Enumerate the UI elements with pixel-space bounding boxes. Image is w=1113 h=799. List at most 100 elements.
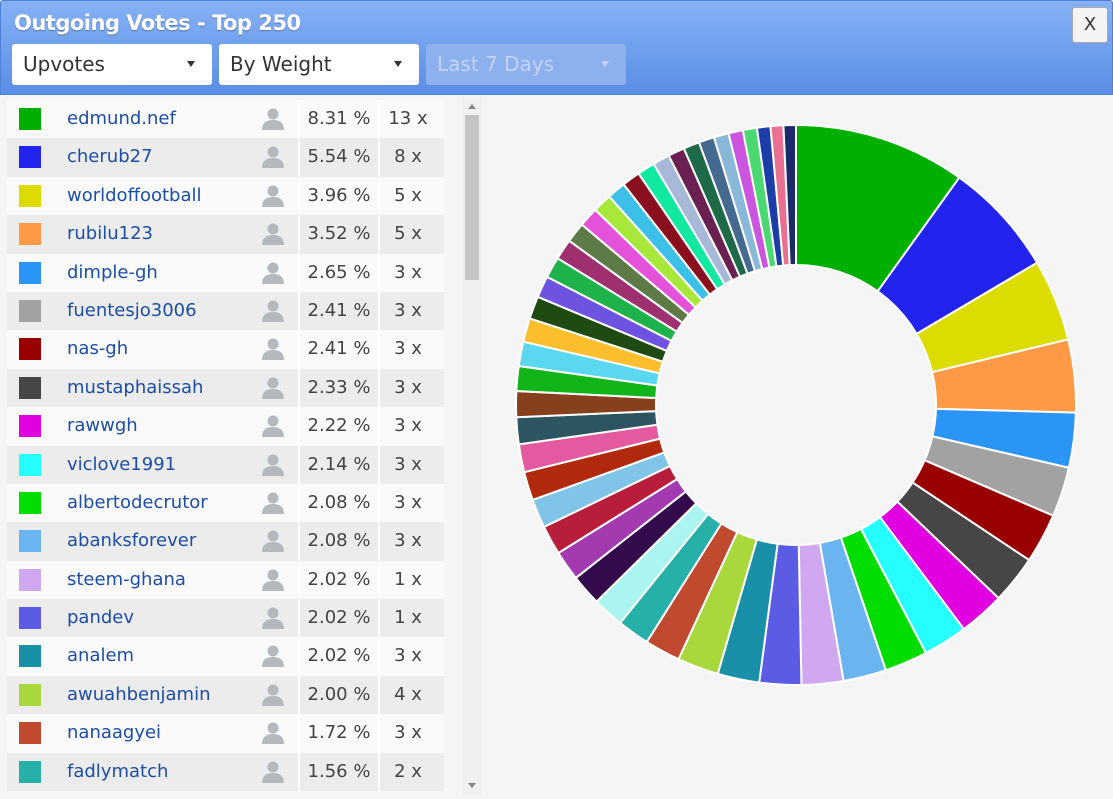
vote-percent: 2.08 % — [298, 483, 380, 523]
user-name[interactable]: nanaagyei — [67, 722, 162, 744]
user-name[interactable]: mustaphaissah — [67, 376, 204, 398]
user-name[interactable]: nas-gh — [67, 338, 129, 360]
table-row: awuahbenjamin 2.00 % 4 x — [7, 675, 444, 715]
user-icon[interactable] — [261, 145, 285, 169]
title: Outgoing Votes - Top 250 — [14, 11, 301, 35]
scrollbar[interactable] — [462, 97, 482, 795]
table-row: pandev 2.02 % 1 x — [7, 599, 444, 638]
dropdown-arrow — [601, 61, 609, 67]
vote-count: 13 x — [388, 108, 428, 129]
user-icon[interactable] — [261, 261, 285, 285]
vote-count: 3 x — [394, 261, 422, 283]
user-icon[interactable] — [261, 491, 285, 515]
user-name[interactable]: fadlymatch — [67, 760, 169, 782]
user-name[interactable]: edmund.nef — [67, 108, 176, 129]
vote-count: 1 x — [394, 568, 422, 590]
user-icon[interactable] — [261, 721, 285, 745]
table-row: dimple-gh 2.65 % 3 x — [7, 253, 444, 292]
table-row: viclove1991 2.14 % 3 x — [7, 445, 444, 484]
user-icon[interactable] — [261, 453, 285, 477]
vote-percent: 2.02 % — [298, 637, 380, 676]
close-button[interactable]: X — [1072, 7, 1108, 43]
user-name[interactable]: viclove1991 — [67, 453, 177, 475]
vote-count: 3 x — [394, 299, 422, 321]
color-swatch — [19, 415, 41, 438]
vote-count: 1 x — [394, 607, 422, 629]
vote-count: 3 x — [394, 722, 422, 744]
user-name[interactable]: albertodecrutor — [67, 491, 208, 513]
color-swatch — [19, 376, 41, 399]
user-icon[interactable] — [261, 606, 285, 630]
vote-count: 3 x — [394, 338, 422, 360]
color-swatch — [19, 108, 41, 130]
user-name[interactable]: worldoffootball — [67, 184, 202, 206]
user-name[interactable]: fuentesjo3006 — [67, 299, 197, 321]
table-row: abanksforever 2.08 % 3 x — [7, 522, 444, 561]
user-name[interactable]: cherub27 — [67, 146, 153, 168]
table-row: nanaagyei 1.72 % 3 x — [7, 714, 444, 753]
vote-count: 3 x — [394, 645, 422, 667]
user-icon[interactable] — [261, 529, 285, 553]
table-row: fuentesjo3006 2.41 % 3 x — [7, 291, 444, 331]
vote-percent: 2.02 % — [298, 560, 380, 600]
color-swatch — [19, 261, 41, 284]
vote-count: 8 x — [394, 146, 422, 168]
user-name[interactable]: rawwgh — [67, 415, 138, 437]
user-icon[interactable] — [261, 414, 285, 438]
vote-count: 3 x — [394, 376, 422, 398]
color-swatch — [19, 722, 41, 745]
scroll-arrows — [468, 104, 476, 788]
color-swatch — [19, 760, 41, 783]
color-swatch — [19, 530, 41, 553]
color-swatch — [19, 491, 41, 514]
vote-percent: 2.41 % — [298, 330, 380, 369]
vote-percent: 8.31 % — [298, 100, 380, 139]
donut-slice[interactable] — [782, 123, 797, 267]
color-swatch — [19, 683, 41, 706]
user-icon[interactable] — [261, 184, 285, 208]
user-name[interactable]: rubilu123 — [67, 223, 154, 245]
user-icon[interactable] — [261, 337, 285, 361]
table-row: fadlymatch 1.56 % 2 x — [7, 752, 444, 792]
user-name[interactable]: dimple-gh — [67, 261, 158, 283]
color-swatch — [19, 568, 41, 591]
table-row: edmund.nef 8.31 % 13 x — [7, 100, 444, 139]
user-name[interactable]: pandev — [67, 607, 135, 629]
vote-percent: 2.02 % — [298, 599, 380, 638]
vote-percent: 1.72 % — [298, 714, 380, 753]
user-name[interactable]: awuahbenjamin — [67, 683, 211, 705]
user-icon[interactable] — [261, 222, 285, 246]
vote-percent: 2.14 % — [298, 445, 380, 484]
table-row: nas-gh 2.41 % 3 x — [7, 330, 444, 369]
vote-percent: 2.00 % — [298, 675, 380, 715]
vote-count: 5 x — [394, 223, 422, 245]
user-icon[interactable] — [261, 568, 285, 592]
user-icon[interactable] — [261, 376, 285, 400]
table-row: worldoffootball 3.96 % 5 x — [7, 176, 444, 216]
dropdown[interactable]: Upvotes — [12, 44, 212, 85]
scroll-thumb[interactable] — [465, 115, 479, 280]
user-name[interactable]: abanksforever — [67, 530, 197, 552]
user-icon[interactable] — [261, 760, 285, 784]
user-icon[interactable] — [261, 644, 285, 668]
donut-chart — [515, 123, 1077, 686]
vote-percent: 1.56 % — [298, 752, 380, 792]
user-icon[interactable] — [261, 683, 285, 707]
dropdown[interactable]: By Weight — [219, 44, 419, 85]
dropdown: Last 7 Days — [426, 44, 626, 85]
vote-percent: 2.33 % — [298, 368, 380, 408]
vote-percent: 2.22 % — [298, 407, 380, 446]
user-name[interactable]: steem-ghana — [67, 568, 186, 590]
vote-count: 3 x — [394, 491, 422, 513]
user-name[interactable]: analem — [67, 645, 135, 667]
table-row: mustaphaissah 2.33 % 3 x — [7, 368, 444, 408]
vote-count: 5 x — [394, 184, 422, 206]
user-icon[interactable] — [261, 107, 285, 131]
vote-count: 3 x — [394, 453, 422, 475]
dropdown-arrow — [394, 61, 402, 67]
user-icon[interactable] — [261, 299, 285, 323]
table-row: albertodecrutor 2.08 % 3 x — [7, 483, 444, 523]
vote-table: edmund.nef 8.31 % 13 x cherub27 5.54 % 8 x wor… — [7, 100, 444, 792]
color-swatch — [19, 453, 41, 476]
vote-percent: 3.52 % — [298, 215, 380, 254]
